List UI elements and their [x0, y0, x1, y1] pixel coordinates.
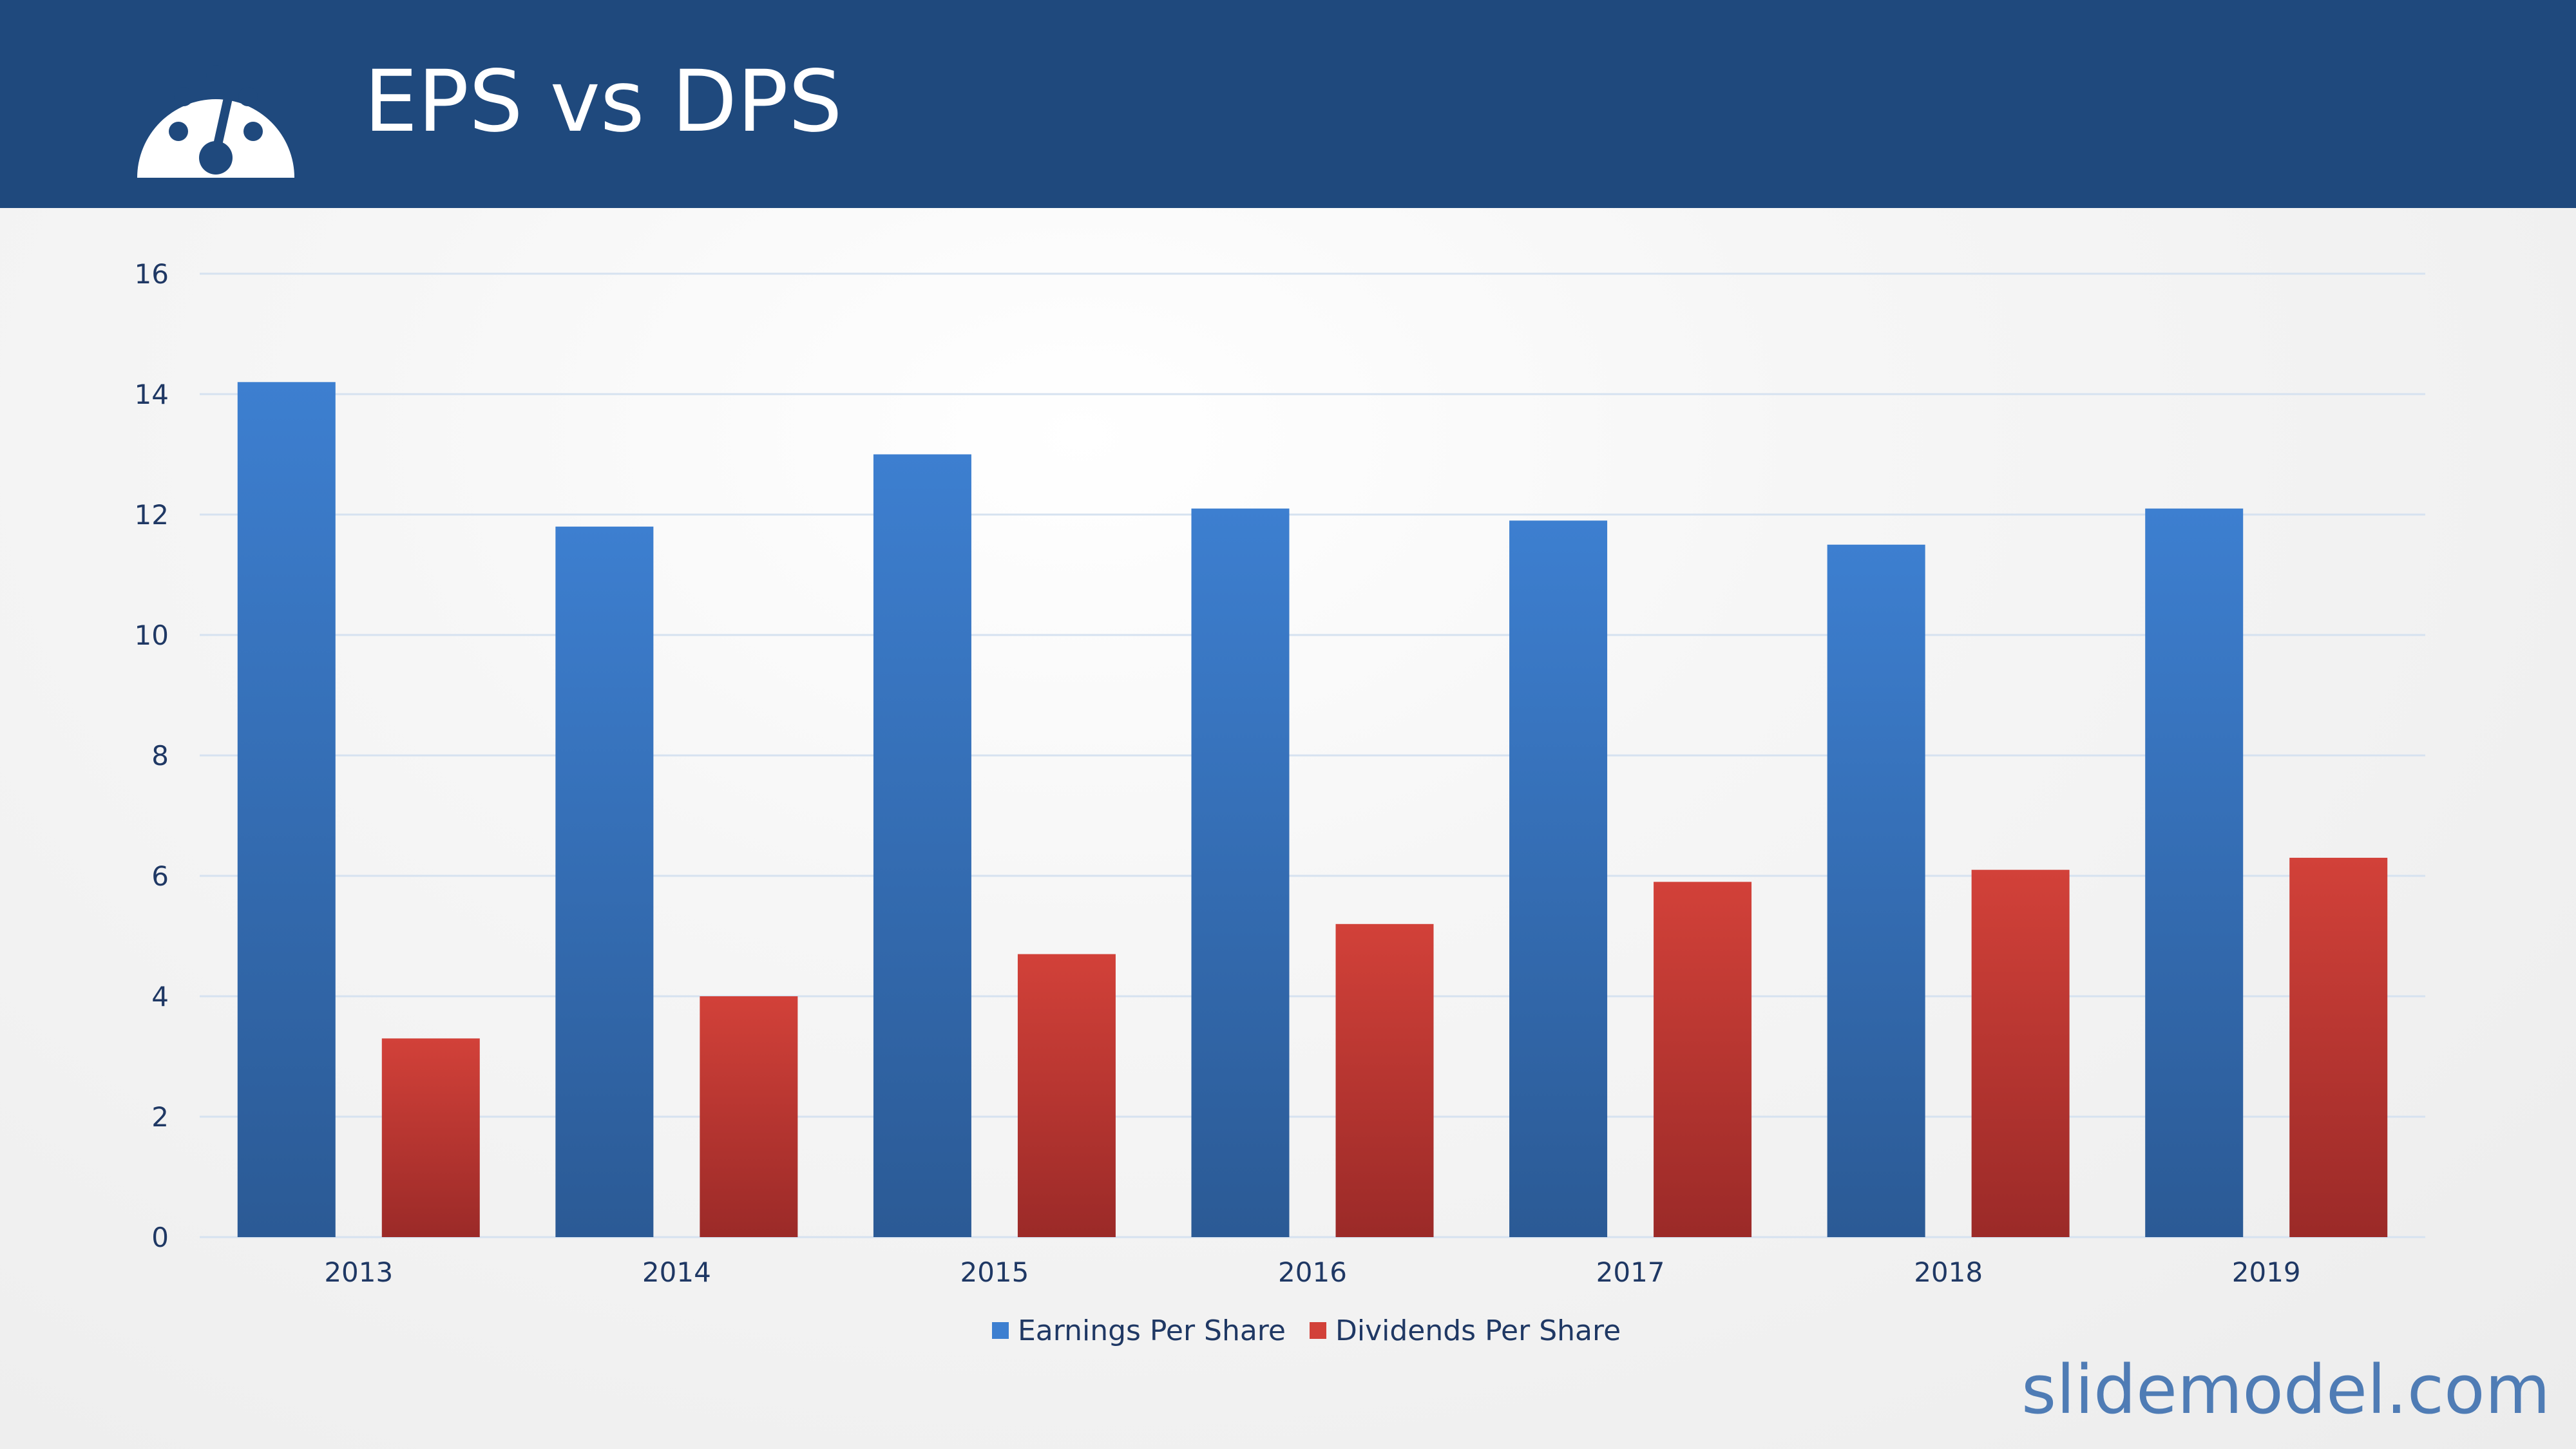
eps-bar — [1827, 544, 1925, 1237]
y-tick-label: 12 — [135, 499, 169, 531]
y-tick-label: 6 — [151, 860, 169, 892]
watermark: slidemodel.com — [2021, 1350, 2550, 1429]
dps-bar — [2289, 857, 2388, 1237]
y-tick-label: 14 — [135, 379, 169, 410]
eps-bar — [555, 526, 654, 1238]
eps-bar — [873, 454, 971, 1237]
y-tick-label: 8 — [151, 740, 169, 772]
y-axis-tick-labels: 0 2 4 6 8 10 12 14 16 — [135, 258, 169, 1253]
x-axis-tick-labels: 2013 2014 2015 2016 2017 2018 2019 — [324, 1256, 2300, 1288]
eps-bar — [1509, 520, 1608, 1237]
legend-swatch-eps — [992, 1322, 1009, 1339]
legend: Earnings Per Share Dividends Per Share — [992, 1314, 1621, 1347]
y-tick-label: 2 — [151, 1101, 169, 1133]
dashboard-gauge-icon — [137, 65, 294, 178]
dps-bar — [700, 996, 798, 1237]
y-tick-label: 10 — [135, 620, 169, 651]
page-title: EPS vs DPS — [364, 52, 843, 151]
bars — [237, 382, 2388, 1238]
dps-bar — [1335, 923, 1434, 1237]
y-tick-label: 4 — [151, 981, 169, 1012]
header-bar: EPS vs DPS — [0, 0, 2576, 208]
dps-bar — [1971, 869, 2070, 1237]
dps-bar — [1654, 882, 1752, 1237]
legend-label-eps: Earnings Per Share — [1018, 1314, 1286, 1347]
gridlines — [200, 272, 2425, 1238]
x-tick-label: 2017 — [1596, 1256, 1665, 1288]
eps-bar — [2145, 508, 2244, 1237]
legend-label-dps: Dividends Per Share — [1335, 1314, 1621, 1347]
dps-bar — [381, 1038, 480, 1237]
y-tick-label: 0 — [151, 1222, 169, 1253]
x-tick-label: 2015 — [960, 1256, 1029, 1288]
eps-bar — [1191, 508, 1290, 1237]
x-tick-label: 2013 — [324, 1256, 393, 1288]
dps-bar — [1017, 954, 1116, 1237]
x-tick-label: 2018 — [1914, 1256, 1983, 1288]
legend-swatch-dps — [1310, 1322, 1326, 1339]
eps-bar — [237, 382, 336, 1237]
x-tick-label: 2014 — [642, 1256, 711, 1288]
y-tick-label: 16 — [135, 258, 169, 290]
x-tick-label: 2019 — [2232, 1256, 2301, 1288]
x-tick-label: 2016 — [1278, 1256, 1347, 1288]
